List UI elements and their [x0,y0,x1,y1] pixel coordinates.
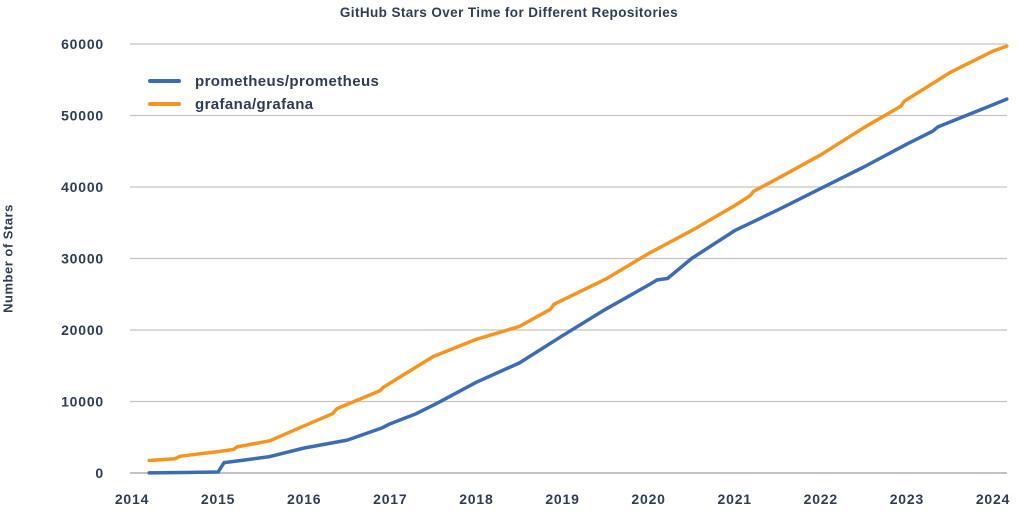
x-tick-label: 2017 [373,491,407,507]
legend-label: prometheus/prometheus [195,72,380,90]
x-tick-label: 2019 [545,491,579,507]
y-tick-label: 50000 [61,108,104,124]
y-tick-label: 40000 [61,179,104,195]
legend-line-swatch [148,79,181,83]
chart-title: GitHub Stars Over Time for Different Rep… [339,5,679,20]
x-tick-label: 2015 [201,491,235,507]
legend-item-prometheus-prometheus: prometheus/prometheus [148,72,380,90]
x-tick-label: 2022 [804,491,838,507]
legend-label: grafana/grafana [195,95,314,113]
x-tick-label: 2018 [459,491,493,507]
legend-line-swatch [148,102,181,106]
series-line-prometheus-prometheus [147,97,1009,475]
x-tick-label: 2024 [976,491,1010,507]
x-tick-label: 2021 [718,491,752,507]
x-tick-label: 2023 [890,491,924,507]
legend: prometheus/prometheus grafana/grafana [148,72,380,113]
x-tick-label: 2014 [115,491,149,507]
y-tick-label: 30000 [61,251,104,267]
x-tick-label: 2020 [631,491,665,507]
y-tick-label: 0 [95,465,104,481]
series-line-grafana-grafana [147,44,1009,463]
y-tick-label: 10000 [61,394,104,410]
y-tick-label: 20000 [61,322,104,338]
y-tick-label: 60000 [61,36,104,52]
x-tick-label: 2016 [287,491,321,507]
legend-item-grafana-grafana: grafana/grafana [148,95,379,113]
